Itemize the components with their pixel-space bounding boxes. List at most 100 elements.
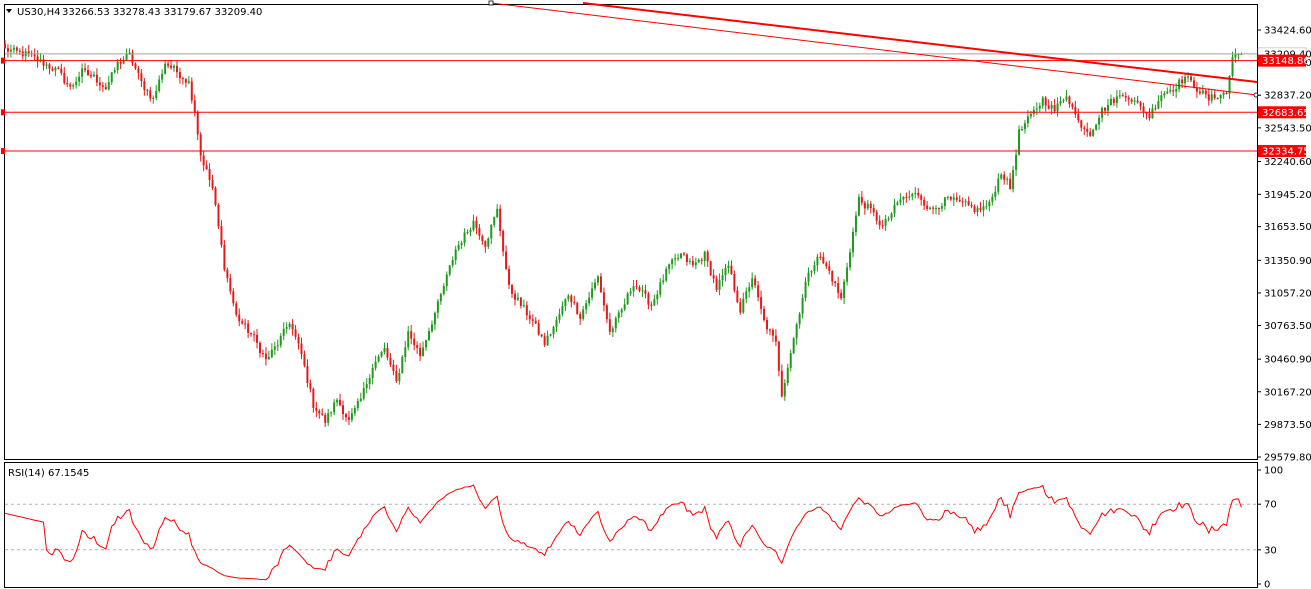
candle [1195,82,1198,98]
candle [104,82,107,91]
candle-body [427,331,430,341]
candle-body [647,293,650,305]
candle-body [1151,108,1154,119]
candle [359,392,362,403]
candle-body [4,43,6,49]
candle [303,350,306,368]
candle-body [51,68,54,71]
candle [279,333,282,348]
candle [250,332,253,337]
candle-body [104,86,107,90]
candle-body [662,280,665,283]
candle-body [1160,95,1163,102]
candle-body [1080,120,1083,128]
candle-body [303,354,306,366]
candle-body [1127,97,1130,100]
candle [890,212,893,222]
trendline-thin[interactable] [490,2,1258,96]
candle-body [1074,106,1077,115]
candle [339,393,342,407]
candle-body [448,265,451,275]
candle-body [786,367,789,384]
candle-body [831,270,834,282]
candle-body [911,194,914,197]
candle-body [709,261,712,276]
candle-body [816,256,819,266]
candle [709,260,712,277]
candle-body [196,112,199,135]
candle-body [241,321,244,324]
candle [247,319,250,338]
candle-body [638,287,641,291]
candle [273,341,276,356]
candle-body [454,249,457,260]
candle-body [1175,89,1178,92]
candle-body [914,193,917,195]
candle [1231,51,1234,78]
candle-body [602,292,605,306]
candle-body [1053,105,1056,112]
candle [140,68,143,88]
candle [264,347,267,366]
candle [371,363,374,385]
candle-body [1095,124,1098,130]
candle-body [795,324,798,339]
candle [261,349,264,358]
candle [427,327,430,341]
candle-body [1133,100,1136,102]
candle [863,200,866,215]
candle [164,59,167,75]
candle [54,66,57,77]
candle-body [896,202,899,205]
candle [12,44,15,54]
candle [979,201,982,213]
candle [508,265,511,290]
candle-body [430,324,433,332]
candle-body [857,197,860,216]
candle [374,355,377,371]
candle [27,44,30,57]
candle-body [531,319,534,321]
candle-body [155,90,158,98]
candle-body [881,225,884,227]
candle-body [69,84,72,87]
candle-body [404,347,407,358]
candle [887,216,890,222]
candle-body [1169,90,1172,92]
candle [84,63,87,73]
candle-body [920,195,923,200]
candle [78,71,81,87]
trendline-thick[interactable] [582,2,1258,83]
candle [949,195,952,201]
candle [763,305,766,322]
candle-body [478,227,481,236]
candle-body [356,400,359,409]
trendline-anchor-handle[interactable] [488,0,494,6]
candle-body [1015,154,1018,171]
collapse-triangle-icon[interactable] [6,9,12,13]
candle-body [549,334,552,336]
candle [478,224,481,240]
candle-body [318,410,321,414]
candle-body [1190,76,1192,81]
candle [685,253,688,266]
candle-body [113,70,116,73]
candle [635,279,638,290]
candle [715,275,718,292]
candle [1219,94,1222,104]
rsi-label: RSI(14) 67.1545 [8,468,89,479]
candle-body [92,74,95,77]
candle-body [386,347,389,358]
candle-body [748,287,751,292]
candle-body [505,251,508,269]
candle [502,229,505,257]
candle-body [63,73,66,83]
candle-body [253,334,256,336]
candle-body [330,412,333,414]
candle [386,342,389,361]
price-tick-label: 30167.20 [1264,387,1311,398]
candle [680,252,683,260]
candle-body [463,232,466,243]
candle-body [72,85,75,87]
candle [401,355,404,374]
